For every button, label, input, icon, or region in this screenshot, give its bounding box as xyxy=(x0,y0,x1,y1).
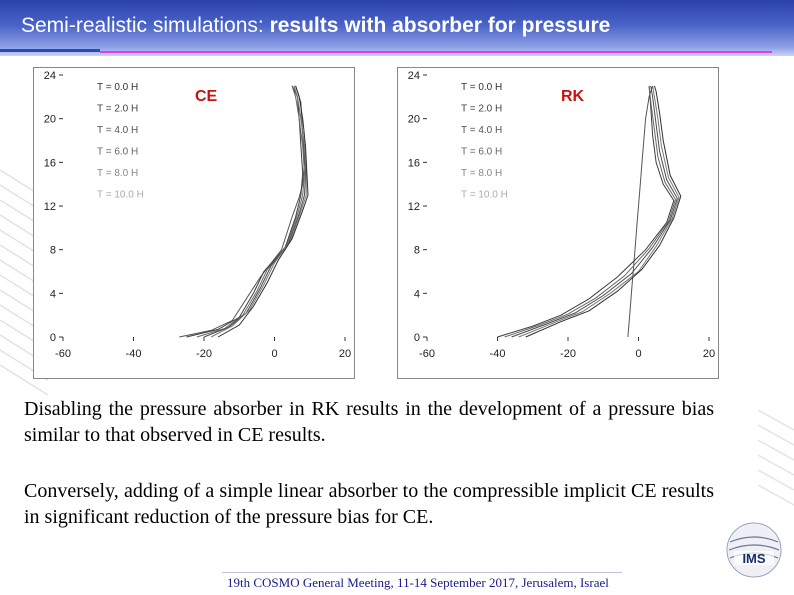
legend-entry-3: T = 4.0 H xyxy=(461,125,502,136)
legend-entry-5: T = 8.0 H xyxy=(97,168,138,179)
legend-entry-2: T = 2.0 H xyxy=(97,104,138,115)
chart-frame xyxy=(397,67,719,379)
series-line-5 xyxy=(518,85,680,338)
series-line-3 xyxy=(504,85,677,338)
y-tick-label: 0 xyxy=(414,332,420,344)
legend-entry-6: T = 10.0 H xyxy=(461,190,508,201)
chart-svg: 0 4 8 12 16 20 24 -60 -40 -20 0 20 T = 0.0 H T = 2.0 … xyxy=(397,67,719,379)
panel-label-rk: RK xyxy=(561,88,585,105)
y-tick-label: 4 xyxy=(50,288,56,300)
y-tick-label: 12 xyxy=(408,201,420,213)
ims-logo-icon: IMS xyxy=(726,522,782,578)
legend-entry-1: T = 0.0 H xyxy=(97,82,138,93)
legend-entry-5: T = 8.0 H xyxy=(461,168,502,179)
x-tick-label: -20 xyxy=(196,348,212,360)
panel-label-ce: CE xyxy=(195,88,218,105)
y-tick-label: 0 xyxy=(50,332,56,344)
x-tick-label: -40 xyxy=(126,348,142,360)
legend-entry-6: T = 10.0 H xyxy=(97,190,144,201)
chart-rk: 0 4 8 12 16 20 24 -60 -40 -20 0 20 T = 0.0 H T = 2.0 … xyxy=(397,67,719,379)
y-tick-label: 20 xyxy=(408,114,420,126)
x-tick-label: -60 xyxy=(55,348,71,360)
paragraph-1: Disabling the pressure absorber in RK re… xyxy=(24,398,714,446)
legend-entry-3: T = 4.0 H xyxy=(97,125,138,136)
legend-entry-4: T = 6.0 H xyxy=(461,147,502,158)
decorative-stripes-right xyxy=(758,409,794,506)
series-line-5 xyxy=(210,85,307,338)
y-tick-label: 8 xyxy=(50,245,56,257)
y-tick-label: 24 xyxy=(44,70,56,82)
y-tick-label: 4 xyxy=(414,288,420,300)
series-line-4 xyxy=(511,85,678,338)
x-tick-label: -40 xyxy=(490,348,506,360)
series-line-1 xyxy=(627,85,654,338)
title-bold: results with absorber for pressure xyxy=(269,14,611,37)
series-line-2 xyxy=(497,85,675,338)
y-tick-label: 12 xyxy=(44,201,56,213)
y-tick-label: 16 xyxy=(408,157,420,169)
slide-header: Semi-realistic simulations: results with… xyxy=(0,0,794,56)
legend-entry-1: T = 0.0 H xyxy=(461,82,502,93)
y-tick-label: 16 xyxy=(44,157,56,169)
title-rule-right xyxy=(100,51,772,53)
x-tick-label: 20 xyxy=(339,348,351,360)
legend-entry-2: T = 2.0 H xyxy=(461,104,502,115)
y-tick-label: 24 xyxy=(408,70,420,82)
slide-title: Semi-realistic simulations: results with… xyxy=(21,14,610,38)
chart-ce: 0 4 8 12 16 20 24 -60 -40 -20 0 20 T = 0.0 H T = 2.0 … xyxy=(33,67,355,379)
x-tick-label: -60 xyxy=(419,348,435,360)
y-tick-label: 20 xyxy=(44,114,56,126)
chart-svg: 0 4 8 12 16 20 24 -60 -40 -20 0 20 T = 0.0 H T = 2.0 … xyxy=(33,67,355,379)
logo-text: IMS xyxy=(742,551,765,566)
x-tick-label: 0 xyxy=(271,348,277,360)
series-line-6 xyxy=(217,85,309,338)
x-tick-label: -20 xyxy=(560,348,576,360)
footer-divider xyxy=(222,572,622,573)
x-tick-label: 0 xyxy=(635,348,641,360)
title-rule-left xyxy=(0,49,100,52)
series-line-6 xyxy=(525,85,682,338)
chart-frame xyxy=(33,67,355,379)
y-tick-label: 8 xyxy=(414,245,420,257)
x-tick-label: 20 xyxy=(703,348,715,360)
footer-text: 19th COSMO General Meeting, 11-14 Septem… xyxy=(227,575,609,590)
title-plain: Semi-realistic simulations: xyxy=(21,14,270,37)
paragraph-2: Conversely, adding of a simple linear ab… xyxy=(24,480,714,528)
legend-entry-4: T = 6.0 H xyxy=(97,147,138,158)
